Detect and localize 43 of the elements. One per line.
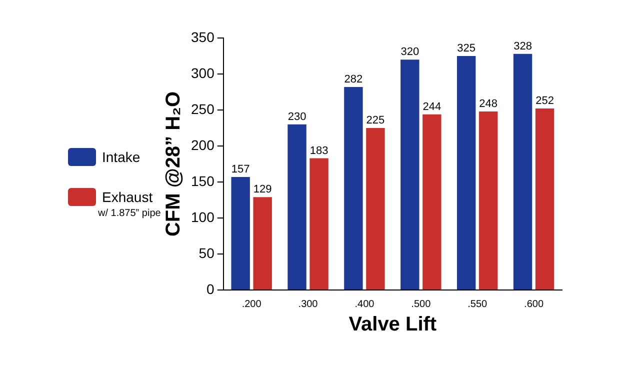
y-tick-label: 0 bbox=[206, 280, 215, 297]
bar bbox=[535, 108, 554, 290]
y-tick-label: 250 bbox=[191, 100, 215, 117]
y-tick-label: 50 bbox=[198, 244, 215, 261]
bar bbox=[478, 111, 498, 290]
bar bbox=[231, 176, 250, 290]
data-label: 325 bbox=[457, 42, 476, 55]
legend-label: Intake bbox=[102, 149, 140, 165]
bar bbox=[513, 54, 532, 290]
bar bbox=[310, 158, 328, 290]
x-tick-label: .600 bbox=[524, 298, 544, 310]
x-tick-label: .550 bbox=[468, 298, 488, 310]
data-label: 157 bbox=[231, 163, 250, 176]
y-tick-label: 200 bbox=[191, 136, 215, 153]
x-axis-title: Valve Lift bbox=[348, 314, 437, 336]
data-label: 248 bbox=[479, 98, 498, 110]
data-label: 244 bbox=[422, 100, 442, 113]
bar bbox=[253, 197, 272, 290]
y-tick-label: 300 bbox=[191, 64, 215, 81]
x-tick-label: .300 bbox=[298, 298, 318, 310]
bar bbox=[344, 86, 363, 290]
data-label: 320 bbox=[400, 46, 420, 58]
bar bbox=[456, 56, 476, 290]
data-label: 230 bbox=[288, 110, 306, 123]
x-tick-label: .500 bbox=[411, 298, 432, 310]
x-tick-label: .200 bbox=[242, 298, 262, 310]
legend-label: Exhaust bbox=[102, 189, 153, 205]
bar bbox=[288, 124, 306, 290]
x-tick-label: .400 bbox=[354, 298, 375, 310]
data-label: 282 bbox=[344, 73, 363, 86]
data-label: 225 bbox=[366, 114, 385, 127]
text: w/ 1.875” pipe bbox=[98, 208, 161, 219]
y-axis-title: CFM @28” H₂O bbox=[162, 91, 185, 237]
y-tick-label: 100 bbox=[191, 208, 215, 225]
data-label: 129 bbox=[253, 184, 272, 196]
bar bbox=[422, 114, 442, 290]
data-label: 328 bbox=[514, 40, 532, 52]
y-tick-label: 350 bbox=[191, 28, 215, 45]
data-label: 183 bbox=[310, 144, 328, 157]
y-tick-label: 150 bbox=[191, 172, 215, 189]
data-label: 252 bbox=[536, 95, 554, 108]
bar bbox=[366, 128, 385, 290]
bar bbox=[400, 60, 420, 290]
